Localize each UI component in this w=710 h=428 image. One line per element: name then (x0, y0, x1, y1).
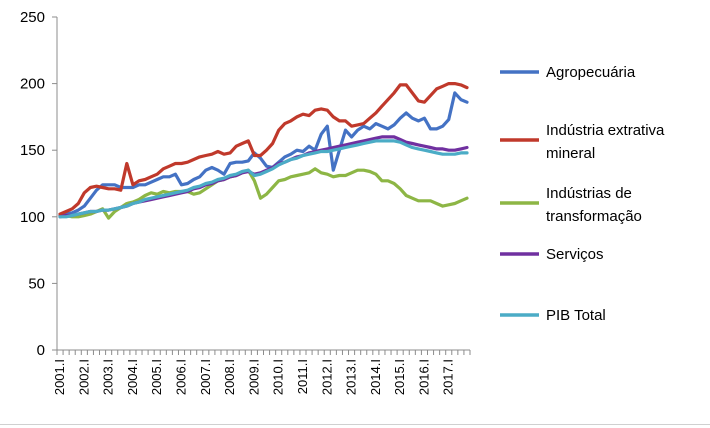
x-tick-label: 2003.I (101, 359, 116, 395)
x-axis: 2001.I 2002.I 2003.I 2004.I 2005.I 2006.I 2007… (52, 349, 471, 395)
y-tick-label: 0 (37, 342, 45, 359)
series-line-industrias-de-transformacao (58, 167, 469, 220)
x-tick-label: 2014.I (368, 359, 383, 395)
y-tick-label: 150 (20, 142, 45, 159)
series-line-servicos (58, 135, 469, 219)
x-tick-label: 2007.I (198, 359, 213, 395)
x-tick-label: 2006.I (174, 359, 189, 395)
x-tick-label: 2016.I (416, 359, 431, 395)
bottom-divider (0, 424, 710, 425)
x-tick-label: 2008.I (222, 359, 237, 395)
legend-label-industrias-de-transformacao: transformação (546, 208, 642, 225)
legend-label-industria-extrativa-mineral: Indústria extrativa (546, 122, 665, 139)
y-axis: 0 50 100 150 200 250 (20, 9, 58, 359)
x-tick-label: 2012.I (319, 359, 334, 395)
y-tick-label: 50 (28, 275, 45, 292)
series-line-pib-total (58, 139, 469, 219)
legend-label-pib-total: PIB Total (546, 307, 606, 324)
y-tick-label: 100 (20, 209, 45, 226)
x-tick-label: 2010.I (271, 359, 286, 395)
x-tick-label: 2004.I (125, 359, 140, 395)
x-tick-label: 2013.I (344, 359, 359, 395)
x-tick-label: 2011.I (295, 359, 310, 394)
x-tick-label: 2009.I (246, 359, 261, 395)
series-lines (58, 81, 469, 220)
legend-label-agropecuaria: Agropecuária (546, 64, 636, 81)
y-tick-label: 200 (20, 76, 45, 93)
series-line-industria-extrativa-mineral (58, 81, 469, 216)
x-tick-label: 2002.I (76, 359, 91, 395)
y-tick-label: 250 (20, 9, 45, 26)
x-tick-label: 2015.I (392, 359, 407, 395)
legend-label-industria-extrativa-mineral: mineral (546, 145, 595, 162)
legend-label-servicos: Serviços (546, 246, 604, 263)
legend-label-industrias-de-transformacao: Indústrias de (546, 185, 632, 202)
series-line-agropecuaria (58, 91, 469, 218)
x-tick-label: 2017.I (441, 359, 456, 395)
x-tick-label: 2001.I (52, 359, 67, 395)
x-tick-label: 2005.I (149, 359, 164, 395)
legend: Agropecuária Indústria extrativa mineral In… (500, 64, 665, 324)
